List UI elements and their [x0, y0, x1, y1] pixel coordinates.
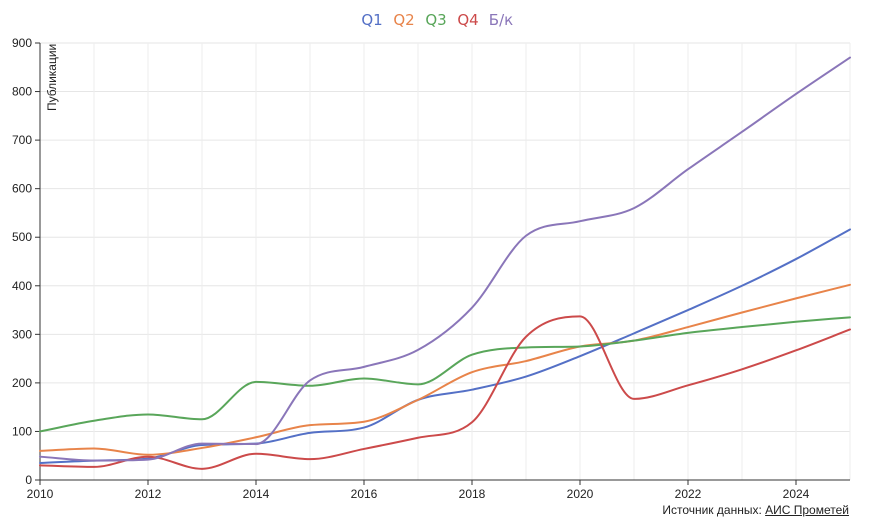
- x-tick-label: 2014: [243, 487, 270, 501]
- x-tick-label: 2018: [459, 487, 486, 501]
- source-label: Источник данных:: [662, 503, 762, 517]
- legend-item-2[interactable]: Q2: [393, 11, 414, 29]
- y-tick-label: 300: [12, 327, 32, 341]
- y-tick-label: 900: [12, 36, 32, 50]
- x-tick-label: 2024: [783, 487, 810, 501]
- y-tick-label: 500: [12, 230, 32, 244]
- legend-item-4[interactable]: Q4: [457, 11, 478, 29]
- series-line-5: [39, 56, 851, 462]
- y-tick-label: 600: [12, 182, 32, 196]
- x-tick-label: 2022: [675, 487, 702, 501]
- legend-item-3[interactable]: Q3: [425, 11, 446, 29]
- series-lines: [39, 56, 851, 470]
- source-link[interactable]: АИС Прометей: [765, 503, 849, 517]
- y-tick-label: 400: [12, 279, 32, 293]
- legend-item-1[interactable]: Q1: [361, 11, 382, 29]
- legend: Q1 Q2 Q3 Q4 Б/к: [361, 11, 513, 29]
- y-tick-label: 0: [25, 473, 32, 487]
- y-tick-label: 100: [12, 424, 32, 438]
- data-source-note: Источник данных: АИС Прометей: [662, 503, 849, 517]
- x-tick-label: 2012: [135, 487, 162, 501]
- x-tick-label: 2020: [567, 487, 594, 501]
- axes: 0 100 200 300 400 500 600 700 800 900 2010 2012 2014…: [12, 36, 850, 501]
- y-tick-label: 200: [12, 376, 32, 390]
- legend-item-5[interactable]: Б/к: [489, 11, 513, 29]
- grid-lines: [39, 42, 851, 481]
- series-line-2: [39, 283, 851, 456]
- x-tick-label: 2016: [351, 487, 378, 501]
- y-tick-label: 800: [12, 85, 32, 99]
- series-line-4: [39, 315, 851, 470]
- y-tick-label: 700: [12, 133, 32, 147]
- x-tick-label: 2010: [27, 487, 54, 501]
- y-axis-title: Публикации: [45, 44, 59, 111]
- series-line-1: [39, 228, 851, 465]
- series-line-3: [39, 316, 851, 433]
